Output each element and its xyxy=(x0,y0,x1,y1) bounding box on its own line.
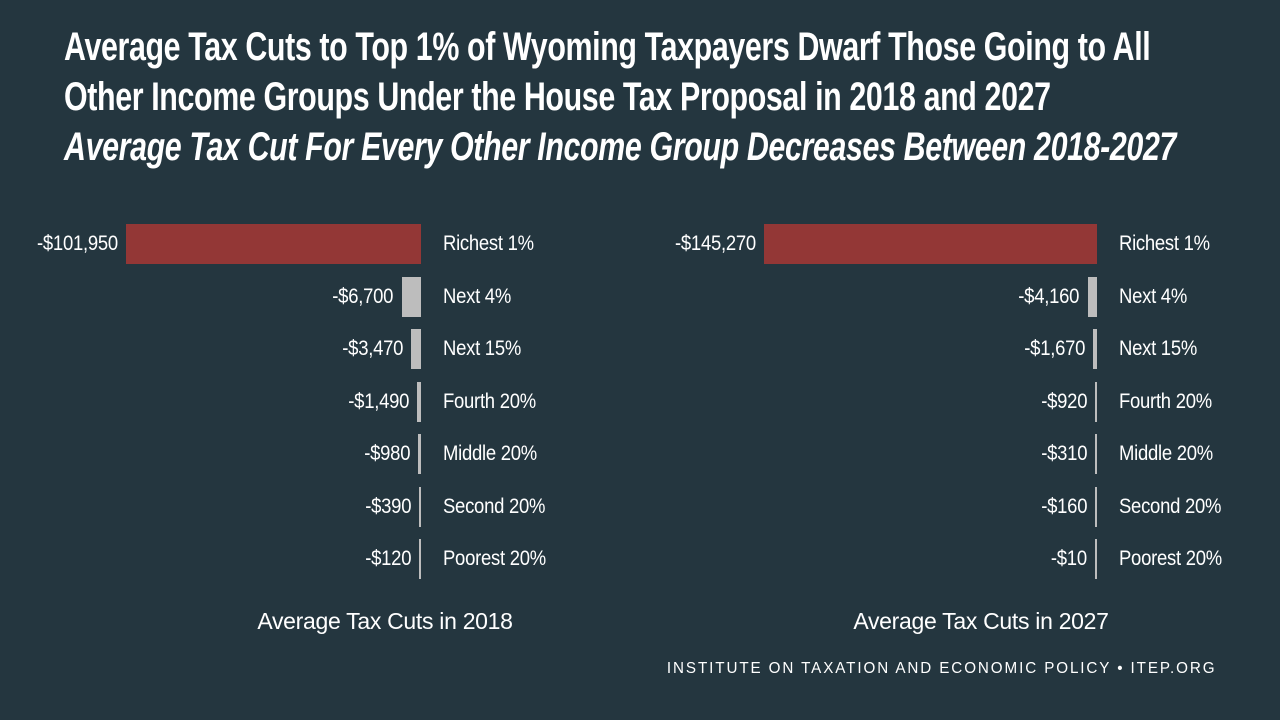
bar-richest-1 xyxy=(764,224,1097,265)
value-label-middle-20: -$980 xyxy=(364,442,411,466)
bar-row-richest-1: -$101,950 Richest 1% xyxy=(0,218,640,271)
bar-area: -$6,700 xyxy=(0,271,421,324)
bar-second-20 xyxy=(1095,486,1097,527)
bar-next-4 xyxy=(1087,276,1097,317)
value-label-second-20: -$390 xyxy=(365,494,411,518)
value-label-fourth-20: -$920 xyxy=(1040,389,1087,413)
value-label-richest-1: -$101,950 xyxy=(37,232,118,256)
category-label-middle-20: Middle 20% xyxy=(443,442,537,466)
title-block: Average Tax Cuts to Top 1% of Wyoming Ta… xyxy=(64,22,1176,172)
category-label-next-15: Next 15% xyxy=(1119,337,1198,361)
bar-row-second-20: -$160 Second 20% xyxy=(640,481,1280,534)
category-label-next-4: Next 4% xyxy=(1119,284,1187,308)
category-label-poorest-20: Poorest 20% xyxy=(1119,547,1222,571)
value-label-poorest-20: -$10 xyxy=(1051,547,1087,571)
category-label-poorest-20: Poorest 20% xyxy=(443,547,546,571)
bar-second-20 xyxy=(419,486,421,527)
bar-area: -$920 xyxy=(640,376,1097,429)
value-label-next-15: -$3,470 xyxy=(342,337,403,361)
bar-row-poorest-20: -$10 Poorest 20% xyxy=(640,533,1280,586)
bar-next-15 xyxy=(1093,329,1097,370)
bar-row-next-15: -$3,470 Next 15% xyxy=(0,323,640,376)
value-label-richest-1: -$145,270 xyxy=(675,232,756,256)
value-label-second-20: -$160 xyxy=(1041,494,1087,518)
value-label-next-4: -$4,160 xyxy=(1018,284,1080,308)
bar-row-next-4: -$4,160 Next 4% xyxy=(640,271,1280,324)
chart-2018: -$101,950 Richest 1% -$6,700 Next 4% -$3,470… xyxy=(0,218,640,635)
bar-fourth-20 xyxy=(1094,381,1097,422)
chart-2027: -$145,270 Richest 1% -$4,160 Next 4% -$1,670… xyxy=(640,218,1280,635)
value-label-poorest-20: -$120 xyxy=(365,547,411,571)
bar-poorest-20 xyxy=(419,539,421,580)
bar-row-fourth-20: -$1,490 Fourth 20% xyxy=(0,376,640,429)
category-label-fourth-20: Fourth 20% xyxy=(1119,389,1212,413)
bar-area: -$1,670 xyxy=(640,323,1097,376)
value-label-next-15: -$1,670 xyxy=(1024,337,1086,361)
chart-2027-caption: Average Tax Cuts in 2027 xyxy=(853,607,1109,634)
bar-area: -$980 xyxy=(0,428,421,481)
bar-richest-1 xyxy=(126,224,421,265)
chart-2018-caption: Average Tax Cuts in 2018 xyxy=(257,607,513,634)
bar-area: -$160 xyxy=(640,481,1097,534)
bar-area: -$390 xyxy=(0,481,421,534)
value-label-middle-20: -$310 xyxy=(1041,442,1087,466)
category-label-second-20: Second 20% xyxy=(443,494,546,518)
category-label-fourth-20: Fourth 20% xyxy=(443,389,536,413)
bar-row-poorest-20: -$120 Poorest 20% xyxy=(0,533,640,586)
bar-row-middle-20: -$980 Middle 20% xyxy=(0,428,640,481)
bar-next-4 xyxy=(401,276,421,317)
bar-area: -$1,490 xyxy=(0,376,421,429)
bar-area: -$10 xyxy=(640,533,1097,586)
bar-next-15 xyxy=(411,329,421,370)
category-label-second-20: Second 20% xyxy=(1119,494,1222,518)
charts-container: -$101,950 Richest 1% -$6,700 Next 4% -$3,470… xyxy=(0,218,1280,635)
bar-row-next-15: -$1,670 Next 15% xyxy=(640,323,1280,376)
bar-middle-20 xyxy=(418,434,421,475)
bar-poorest-20 xyxy=(1095,539,1097,580)
bar-row-richest-1: -$145,270 Richest 1% xyxy=(640,218,1280,271)
bar-row-next-4: -$6,700 Next 4% xyxy=(0,271,640,324)
bar-area: -$101,950 xyxy=(0,218,421,271)
category-label-next-15: Next 15% xyxy=(443,337,522,361)
bar-row-second-20: -$390 Second 20% xyxy=(0,481,640,534)
category-label-middle-20: Middle 20% xyxy=(1119,442,1213,466)
category-label-next-4: Next 4% xyxy=(443,284,511,308)
footer-credit: INSTITUTE ON TAXATION AND ECONOMIC POLIC… xyxy=(666,660,1216,677)
bar-area: -$4,160 xyxy=(640,271,1097,324)
title-line-2: Other Income Groups Under the House Tax … xyxy=(64,75,1051,119)
bar-area: -$3,470 xyxy=(0,323,421,376)
bar-row-fourth-20: -$920 Fourth 20% xyxy=(640,376,1280,429)
value-label-fourth-20: -$1,490 xyxy=(347,389,409,413)
chart-2027-rows: -$145,270 Richest 1% -$4,160 Next 4% -$1,670… xyxy=(640,218,1280,586)
bar-fourth-20 xyxy=(416,381,421,422)
bar-area: -$310 xyxy=(640,428,1097,481)
category-label-richest-1: Richest 1% xyxy=(443,232,534,256)
bar-area: -$145,270 xyxy=(640,218,1097,271)
bar-middle-20 xyxy=(1095,434,1097,475)
bar-row-middle-20: -$310 Middle 20% xyxy=(640,428,1280,481)
bar-area: -$120 xyxy=(0,533,421,586)
chart-2018-rows: -$101,950 Richest 1% -$6,700 Next 4% -$3,470… xyxy=(0,218,640,586)
title-line-1: Average Tax Cuts to Top 1% of Wyoming Ta… xyxy=(64,25,1151,69)
value-label-next-4: -$6,700 xyxy=(332,284,394,308)
category-label-richest-1: Richest 1% xyxy=(1119,232,1210,256)
chart-subtitle: Average Tax Cut For Every Other Income G… xyxy=(64,125,1177,169)
